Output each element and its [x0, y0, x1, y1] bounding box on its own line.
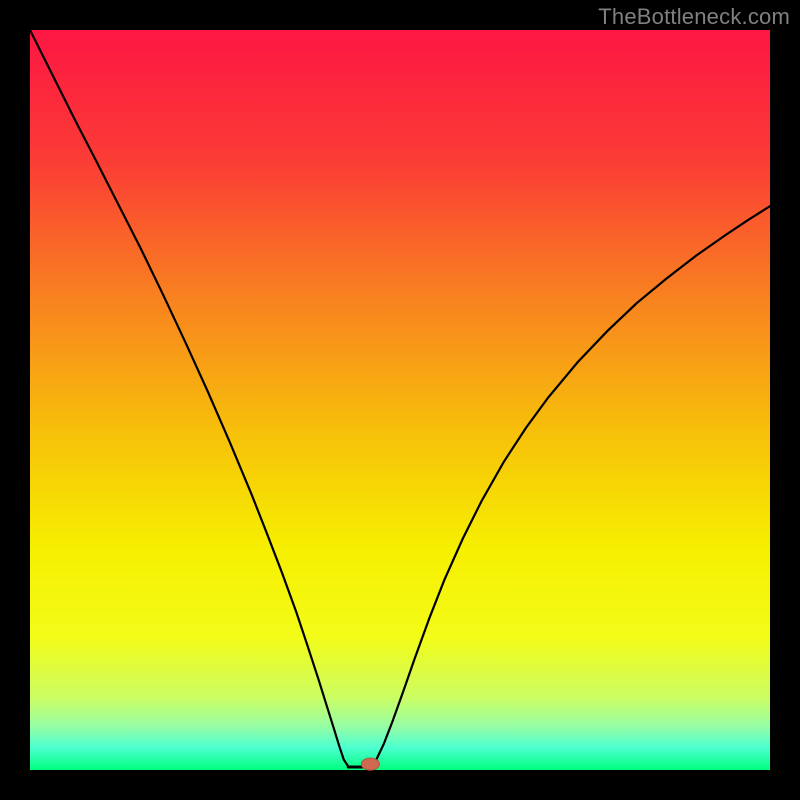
bottleneck-chart: TheBottleneck.com: [0, 0, 800, 800]
chart-svg: [0, 0, 800, 800]
optimal-marker: [361, 758, 379, 770]
watermark-text: TheBottleneck.com: [598, 4, 790, 30]
